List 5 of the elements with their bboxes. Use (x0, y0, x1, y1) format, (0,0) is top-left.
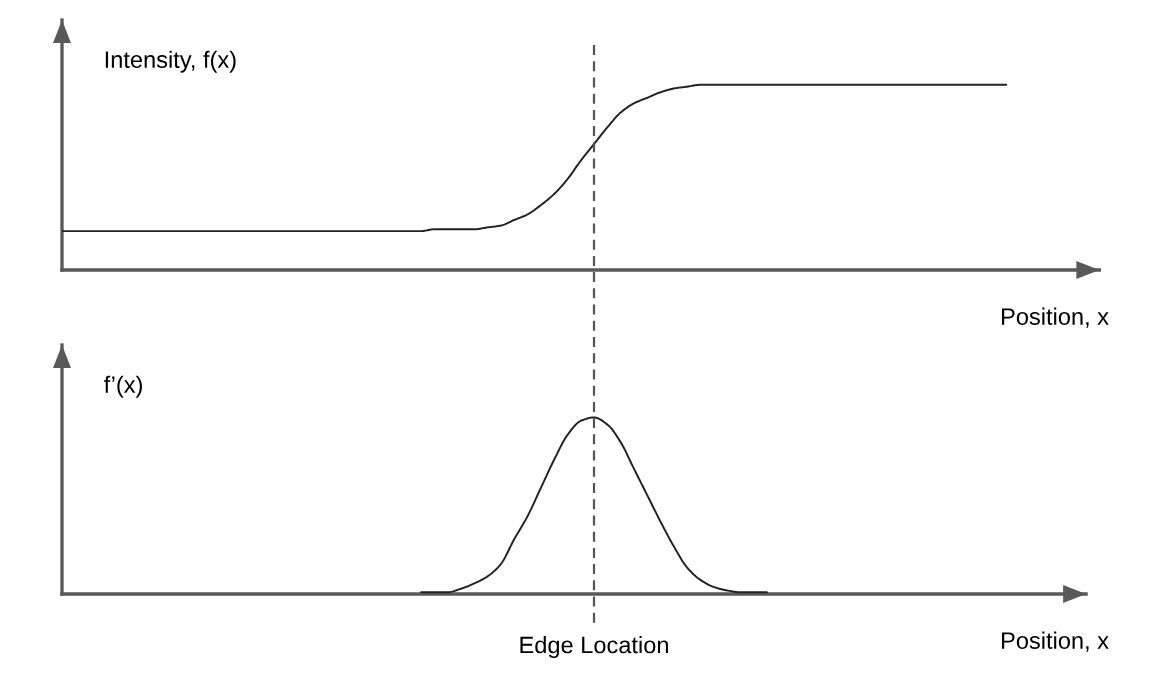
x-axis-title: Position, x (1002, 307, 1109, 328)
x-axis-title: Position, x (1002, 631, 1109, 652)
text: Edge Location (520, 635, 668, 658)
y-axis-title: Intensity, f(x) (105, 50, 236, 73)
y-axis-title: f’(x) (104, 375, 142, 398)
